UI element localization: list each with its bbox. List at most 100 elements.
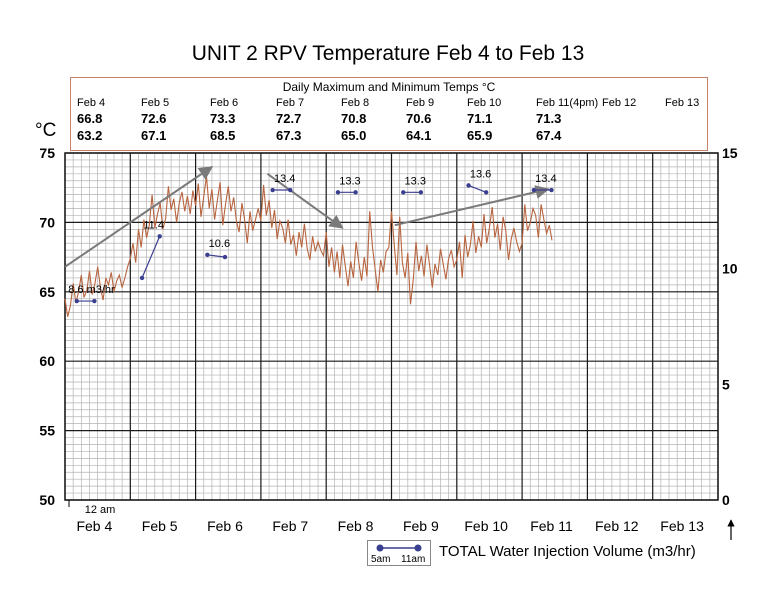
temps-min: 67.1 — [141, 128, 167, 143]
injection-value-label: 10.6 — [209, 238, 230, 250]
y-left-tick-label: 60 — [39, 353, 55, 369]
y-left-tick-label: 55 — [39, 423, 55, 439]
y-left-tick-label: 65 — [39, 284, 55, 300]
injection-point-5am — [205, 252, 210, 257]
midnight-label: 12 am — [85, 504, 116, 516]
temps-date: Feb 9 — [406, 97, 435, 109]
temps-max: 72.6 — [141, 111, 167, 126]
temps-min: 64.1 — [406, 128, 432, 143]
temps-column: Feb 12 — [602, 96, 636, 110]
y-left-tick-label: 75 — [39, 145, 55, 161]
temps-date: Feb 7 — [276, 97, 305, 109]
x-axis-date-label: Feb 12 — [595, 518, 639, 534]
legend-end-label: 11am — [401, 554, 426, 565]
temps-max: 71.3 — [536, 111, 562, 126]
injection-segment-line — [207, 254, 226, 258]
temps-date: Feb 10 — [467, 97, 502, 109]
trend-arrow — [64, 166, 214, 268]
injection-point-11am — [549, 187, 554, 193]
y-left-tick-label: 70 — [39, 214, 55, 230]
temps-date: Feb 13 — [665, 97, 700, 109]
temps-column: Feb 7 72.7 67.3 — [276, 96, 304, 144]
y-left-tick-label: 50 — [39, 492, 55, 508]
x-axis-date-label: Feb 10 — [464, 518, 508, 534]
injection-point-5am — [335, 190, 341, 195]
temps-min: 67.3 — [276, 128, 302, 143]
temps-min: 65.0 — [341, 128, 367, 143]
y-right-tick-label: 5 — [722, 376, 730, 392]
temps-max: 72.7 — [276, 111, 302, 126]
temps-max: 70.8 — [341, 111, 367, 126]
injection-point-11am — [157, 234, 162, 239]
injection-value-label: 13.4 — [535, 173, 556, 185]
injection-point-5am — [270, 187, 275, 193]
temps-column: Feb 8 70.8 65.0 — [341, 96, 369, 144]
injection-point-11am — [353, 190, 358, 195]
legend-start-label: 5am — [371, 554, 391, 565]
x-axis-date-label: Feb 7 — [272, 518, 308, 534]
temps-date: Feb 4 — [77, 97, 106, 109]
y-right-tick-label: 0 — [722, 492, 730, 508]
y-axis-unit-label: °C — [35, 120, 57, 141]
temps-column: Feb 5 72.6 67.1 — [141, 96, 169, 144]
injection-value-label: 13.3 — [339, 175, 360, 187]
legend-start-marker — [376, 544, 384, 552]
injection-point-11am — [92, 298, 97, 304]
injection-point-5am — [139, 275, 145, 281]
plot-border — [64, 152, 719, 501]
temps-date: Feb 12 — [602, 97, 637, 109]
injection-value-label: 13.3 — [405, 175, 426, 187]
injection-segment-line — [141, 236, 161, 279]
x-axis-date-label: Feb 11 — [530, 518, 573, 534]
temps-max: 66.8 — [77, 111, 103, 126]
temps-min: 63.2 — [77, 128, 103, 143]
injection-legend-caption: TOTAL Water Injection Volume (m3/hr) — [439, 543, 696, 560]
temps-min: 67.4 — [536, 128, 562, 143]
injection-segment-line — [468, 184, 487, 193]
temps-column: Feb 11(4pm) 71.3 67.4 — [536, 96, 598, 144]
temps-min: 65.9 — [467, 128, 493, 143]
chart-title: UNIT 2 RPV Temperature Feb 4 to Feb 13 — [191, 42, 585, 65]
injection-point-11am — [418, 190, 424, 195]
injection-point-11am — [222, 254, 228, 260]
temps-column: Feb 9 70.6 64.1 — [406, 96, 434, 144]
legend-end-marker — [414, 544, 422, 552]
trend-arrow — [266, 173, 344, 229]
x-axis-date-label: Feb 6 — [207, 518, 243, 534]
injection-value-label: 11.4 — [143, 219, 164, 231]
injection-point-5am — [74, 298, 79, 304]
injection-point-11am — [288, 187, 293, 193]
temps-column: Feb 13 — [665, 96, 699, 110]
injection-value-label: 8.6 m3/hr — [68, 284, 115, 296]
temps-max: 71.1 — [467, 111, 493, 126]
trend-arrow — [394, 185, 550, 227]
temps-column: Feb 10 71.1 65.9 — [467, 96, 501, 144]
injection-point-5am — [466, 183, 471, 188]
daily-temps-table: Daily Maximum and Minimum Temps °C Feb 4… — [70, 77, 708, 151]
injection-value-label: 13.4 — [274, 173, 295, 185]
y-right-tick-label: 15 — [722, 145, 738, 161]
x-axis-date-label: Feb 5 — [142, 518, 178, 534]
y-right-tick-label: 10 — [722, 261, 738, 277]
temps-column: Feb 4 66.8 63.2 — [77, 96, 105, 144]
x-axis-date-label: Feb 4 — [76, 518, 112, 534]
temperature-series-line — [64, 176, 553, 317]
injection-point-5am — [401, 190, 406, 195]
temps-date: Feb 11(4pm) — [536, 97, 599, 109]
injection-point-11am — [483, 190, 489, 195]
x-axis-date-label: Feb 9 — [403, 518, 439, 534]
x-axis-date-label: Feb 13 — [660, 518, 704, 534]
temps-max: 70.6 — [406, 111, 432, 126]
injection-point-5am — [531, 187, 537, 193]
daily-temps-heading: Daily Maximum and Minimum Temps °C — [282, 80, 496, 94]
injection-legend: 5am 11am — [367, 540, 431, 566]
temps-max: 73.3 — [210, 111, 236, 126]
injection-value-label: 13.6 — [470, 168, 491, 180]
temps-date: Feb 5 — [141, 97, 170, 109]
temps-date: Feb 6 — [210, 97, 239, 109]
temps-column: Feb 6 73.3 68.5 — [210, 96, 238, 144]
x-axis-date-label: Feb 8 — [338, 518, 374, 534]
temps-min: 68.5 — [210, 128, 236, 143]
temps-date: Feb 8 — [341, 97, 370, 109]
